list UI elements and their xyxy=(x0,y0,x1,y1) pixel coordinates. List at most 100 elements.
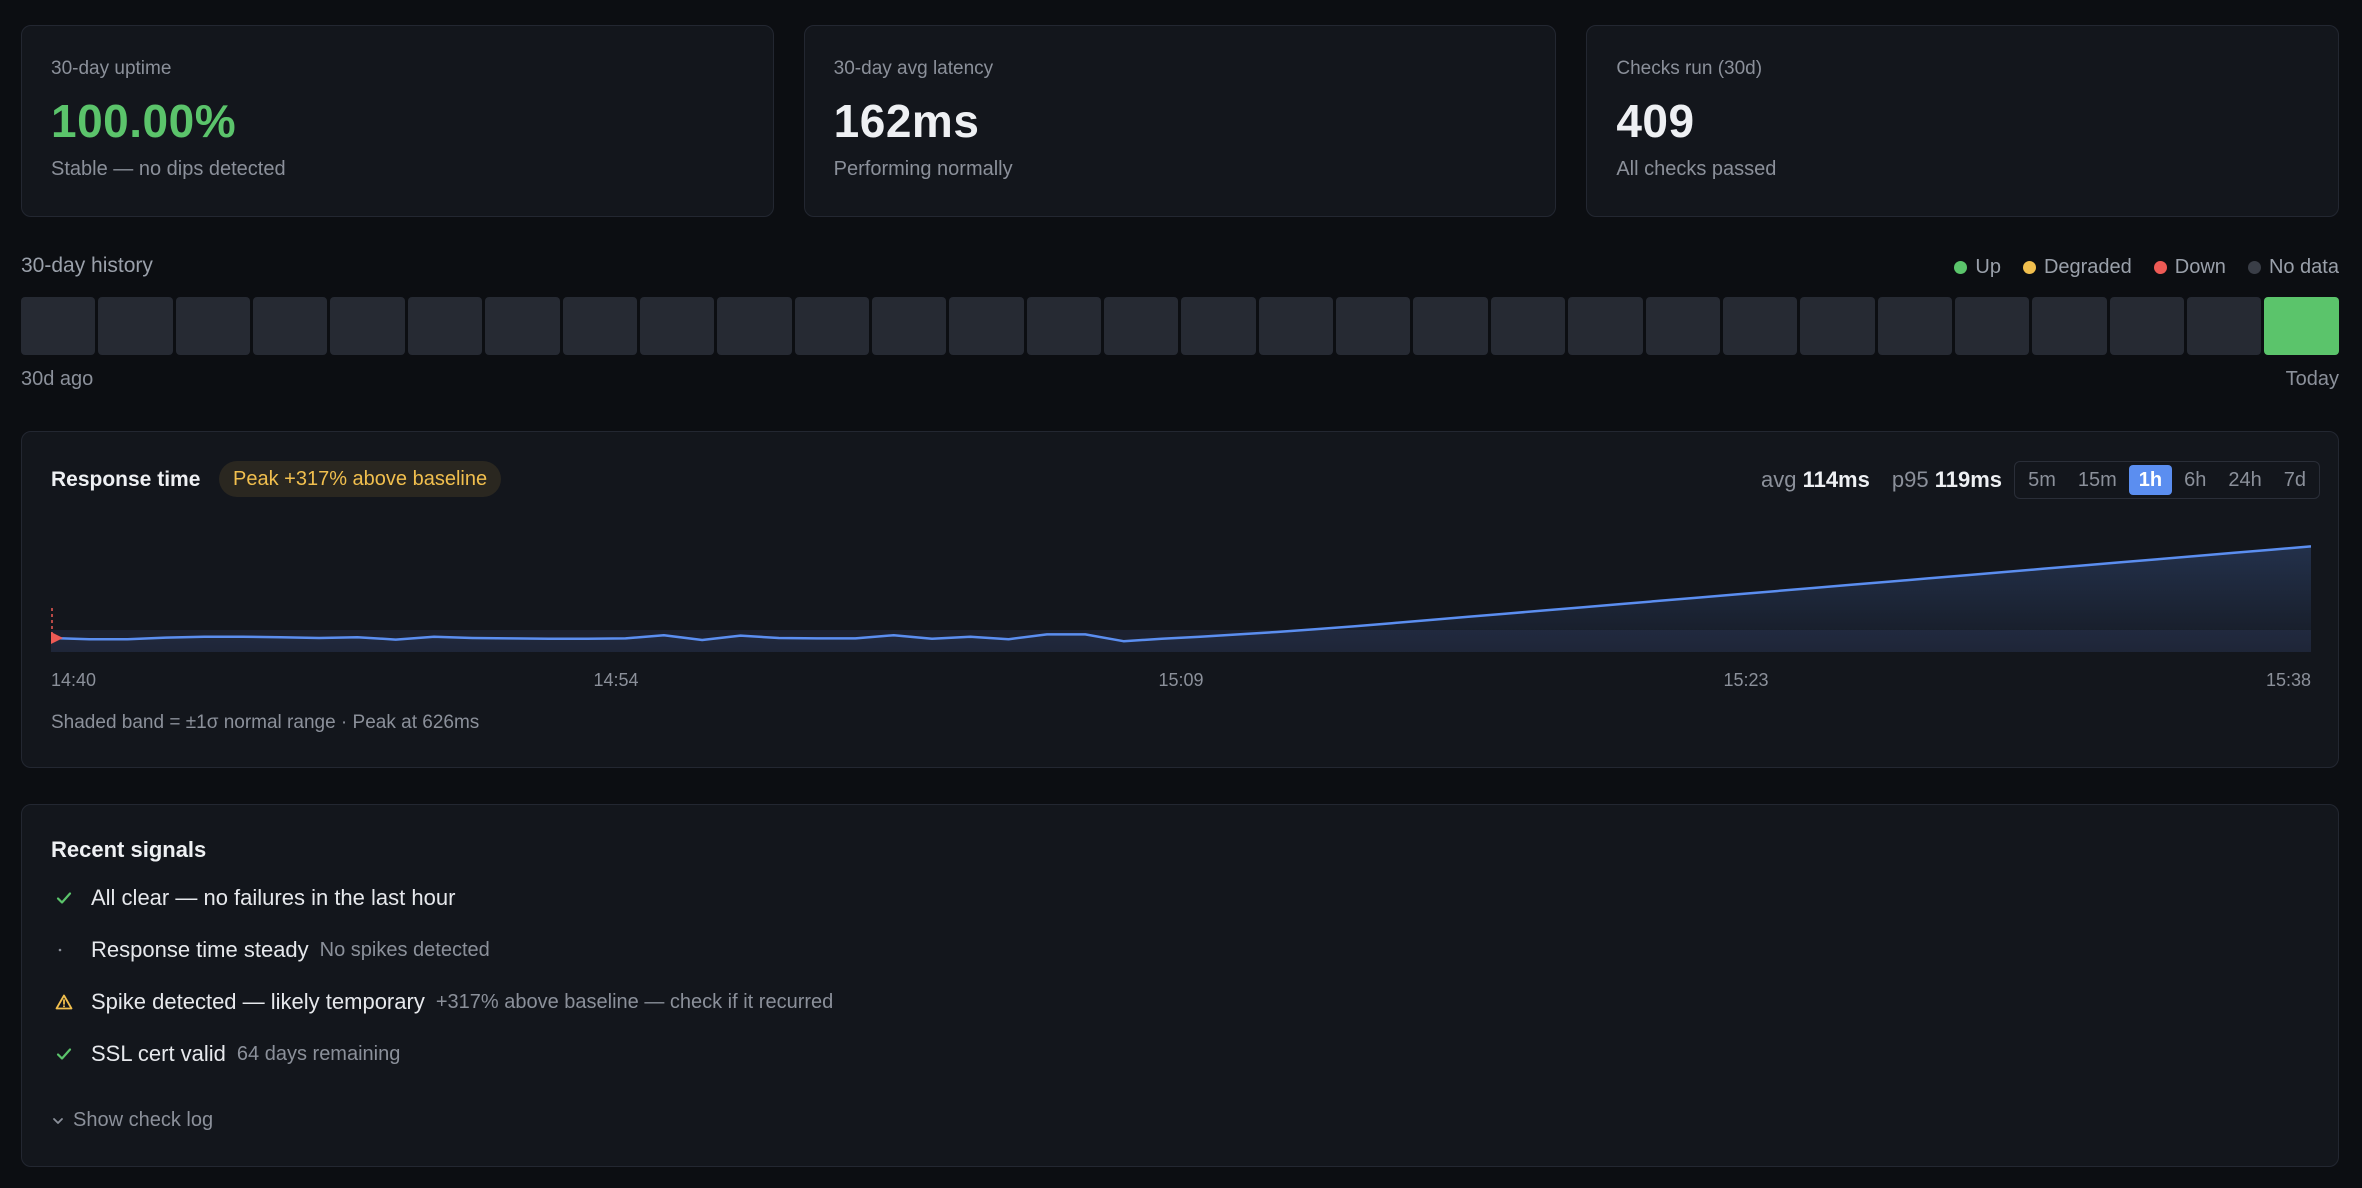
dot-icon xyxy=(51,937,77,963)
history-day-21[interactable] xyxy=(1568,297,1643,355)
response-time-title: Response time xyxy=(51,468,201,491)
check-icon xyxy=(51,885,77,911)
range-24h[interactable]: 24h xyxy=(2228,468,2262,491)
show-check-log-label: Show check log xyxy=(73,1109,214,1131)
history-day-4[interactable] xyxy=(253,297,328,355)
signal-main-text: Spike detected — likely temporary xyxy=(91,989,425,1014)
history-bars xyxy=(21,297,2339,355)
signal-sub-text: +317% above baseline — check if it recur… xyxy=(435,990,834,1013)
history-day-18[interactable] xyxy=(1336,297,1411,355)
history-day-22[interactable] xyxy=(1645,297,1720,355)
history-day-15[interactable] xyxy=(1104,297,1179,355)
range-5m[interactable]: 5m xyxy=(2028,468,2056,491)
show-check-log-button[interactable]: Show check log xyxy=(51,1109,213,1132)
history-day-17[interactable] xyxy=(1258,297,1334,355)
history-day-28[interactable] xyxy=(2109,297,2185,355)
history-day-8[interactable] xyxy=(562,297,637,355)
warning-icon xyxy=(51,989,77,1015)
history-legend: Up Degraded Down No data xyxy=(1954,256,2339,279)
history-day-23[interactable] xyxy=(1722,297,1798,355)
legend-up-label: Up xyxy=(1975,256,2001,278)
response-time-area xyxy=(51,546,2311,652)
history-day-25[interactable] xyxy=(1877,297,1952,355)
history-day-19[interactable] xyxy=(1413,297,1488,355)
latency-label: 30-day avg latency xyxy=(833,58,994,79)
legend-down-dot xyxy=(2153,261,2167,274)
peak-marker[interactable] xyxy=(51,632,63,644)
history-day-24[interactable] xyxy=(1800,297,1875,355)
legend-degraded-dot xyxy=(2022,261,2036,274)
p95-value: 119ms xyxy=(1934,467,2002,492)
signal-item: Spike detected — likely temporary +317% a… xyxy=(51,989,833,1015)
peak-badge: Peak +317% above baseline xyxy=(219,461,502,497)
range-6h[interactable]: 6h xyxy=(2184,468,2207,491)
history-day-5[interactable] xyxy=(330,297,405,355)
signal-main-text: All clear — no failures in the last hour xyxy=(91,885,456,910)
history-day-29[interactable] xyxy=(2187,297,2262,355)
history-day-1[interactable] xyxy=(21,297,96,355)
history-end-label: Today xyxy=(2285,368,2339,390)
history-day-7[interactable] xyxy=(485,297,560,355)
stat-cards: 30-day uptime 100.00% Stable — no dips d… xyxy=(21,25,2340,217)
history-day-27[interactable] xyxy=(2032,297,2107,355)
history-day-13[interactable] xyxy=(949,297,1024,355)
p95-label: p95 xyxy=(1891,467,1929,492)
avg-label: avg xyxy=(1760,467,1797,492)
response-time-stats: avg 114ms p95 119ms xyxy=(1761,467,2002,493)
uptime-label: 30-day uptime xyxy=(51,58,172,79)
history-day-26[interactable] xyxy=(1954,297,2030,355)
signals-title: Recent signals xyxy=(51,837,207,862)
legend-down: Down xyxy=(2153,256,2226,279)
history-day-16[interactable] xyxy=(1181,297,1256,355)
checks-sub: All checks passed xyxy=(1616,158,1777,180)
range-1h[interactable]: 1h xyxy=(2128,465,2173,495)
signal-sub-text: 64 days remaining xyxy=(236,1042,401,1065)
response-time-panel: Response time Peak +317% above baseline … xyxy=(21,431,2339,768)
history-day-12[interactable] xyxy=(871,297,947,355)
latency-card: 30-day avg latency 162ms Performing norm… xyxy=(803,25,1557,217)
latency-sub: Performing normally xyxy=(833,158,1013,180)
x-tick-label: 14:40 xyxy=(51,670,96,690)
response-time-chart: 14:40 14:54 15:09 15:23 15:38 xyxy=(51,545,2311,690)
x-tick-label: 15:23 xyxy=(1723,670,1768,690)
x-tick-label: 14:54 xyxy=(593,670,638,690)
history-day-6[interactable] xyxy=(407,297,483,355)
latency-value: 162ms xyxy=(833,95,980,147)
uptime-value: 100.00% xyxy=(51,95,237,147)
time-range-selector: 5m 15m 1h 6h 24h 7d xyxy=(2014,461,2320,499)
history-title: 30-day history xyxy=(21,254,153,277)
history-day-3[interactable] xyxy=(175,297,251,355)
signal-main-text: SSL cert valid xyxy=(91,1041,226,1066)
x-tick-label: 15:09 xyxy=(1158,670,1203,690)
history-day-10[interactable] xyxy=(717,297,792,355)
response-time-line xyxy=(51,545,2311,643)
signals-panel: Recent signals Show check log All clear … xyxy=(21,804,2339,1167)
x-tick-label: 15:38 xyxy=(2266,670,2311,690)
range-7d[interactable]: 7d xyxy=(2283,468,2306,491)
history-day-20[interactable] xyxy=(1490,297,1566,355)
history-day-30[interactable] xyxy=(2264,297,2339,355)
p95-stat: p95 119ms xyxy=(1892,467,2002,493)
checks-label: Checks run (30d) xyxy=(1616,58,1763,79)
range-15m[interactable]: 15m xyxy=(2077,468,2117,491)
legend-nodata-dot xyxy=(2247,261,2261,274)
legend-nodata: No data xyxy=(2247,256,2339,279)
legend-degraded: Degraded xyxy=(2022,256,2132,279)
checks-value: 409 xyxy=(1616,95,1695,147)
history-day-2[interactable] xyxy=(98,297,173,355)
history-day-14[interactable] xyxy=(1026,297,1102,355)
legend-nodata-label: No data xyxy=(2268,256,2339,278)
avg-value: 114ms xyxy=(1802,467,1870,492)
check-icon xyxy=(51,1041,77,1067)
signal-sub-text: No spikes detected xyxy=(319,938,490,961)
legend-degraded-label: Degraded xyxy=(2043,256,2132,278)
uptime-sub: Stable — no dips detected xyxy=(51,158,286,180)
history-day-9[interactable] xyxy=(639,297,715,355)
history-start-label: 30d ago xyxy=(21,368,94,390)
history-day-11[interactable] xyxy=(794,297,869,355)
signal-main-text: Response time steady xyxy=(91,937,309,962)
chevron-down-icon xyxy=(53,1117,63,1124)
signal-item: Response time steady No spikes detected xyxy=(51,937,490,963)
uptime-card: 30-day uptime 100.00% Stable — no dips d… xyxy=(21,25,774,217)
